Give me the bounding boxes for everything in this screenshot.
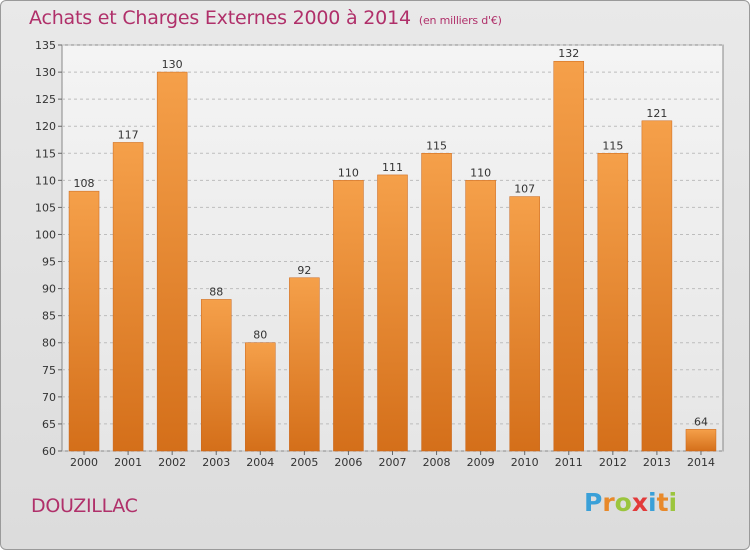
- y-tick-label: 80: [42, 337, 56, 350]
- bar-2006: [333, 180, 364, 452]
- x-tick-label: 2002: [158, 456, 186, 469]
- logo-letter: x: [631, 488, 648, 517]
- x-tick-label: 2000: [70, 456, 98, 469]
- bar-2001: [112, 142, 144, 452]
- x-tick-label: 2004: [246, 456, 274, 469]
- value-label: 130: [162, 58, 183, 71]
- value-label: 88: [209, 285, 223, 298]
- value-label: 64: [694, 415, 708, 428]
- y-tick-label: 130: [35, 66, 56, 79]
- y-tick-label: 75: [42, 364, 56, 377]
- x-tick-label: 2006: [334, 456, 362, 469]
- value-label: 107: [514, 183, 535, 196]
- x-tick-label: 2011: [555, 456, 583, 469]
- x-tick-label: 2008: [423, 456, 451, 469]
- x-tick-label: 2014: [687, 456, 715, 469]
- y-tick-label: 135: [35, 39, 56, 52]
- x-tick-label: 2012: [599, 456, 627, 469]
- value-label: 121: [646, 107, 667, 120]
- y-tick-label: 120: [35, 120, 56, 133]
- value-label: 115: [602, 139, 623, 152]
- y-tick-label: 110: [35, 174, 56, 187]
- logo-letter: o: [614, 488, 632, 517]
- value-label: 111: [382, 161, 403, 174]
- y-tick-label: 105: [35, 201, 56, 214]
- x-tick-label: 2007: [379, 456, 407, 469]
- y-tick-label: 65: [42, 418, 56, 431]
- proxiti-logo: Proxiti: [584, 488, 677, 517]
- logo-letter: t: [656, 488, 669, 517]
- y-tick-label: 115: [35, 147, 56, 160]
- chart-title-text: Achats et Charges Externes 2000 à 2014: [29, 7, 411, 29]
- y-tick-label: 85: [42, 310, 56, 323]
- y-tick-label: 100: [35, 228, 56, 241]
- x-axis-ticks: 2000 2001 2002 2003 2004 2005 2006 2007 2008 2009…: [70, 451, 715, 469]
- bar-2004: [245, 342, 276, 452]
- bar-2012: [597, 153, 629, 452]
- bar-2007: [377, 174, 408, 452]
- bar-2002: [156, 71, 188, 452]
- value-label: 108: [74, 177, 95, 190]
- value-label: 80: [253, 329, 267, 342]
- value-label: 110: [470, 166, 491, 179]
- commune-name: DOUZILLAC: [31, 495, 138, 517]
- y-tick-label: 125: [35, 93, 56, 106]
- y-tick-label: 60: [42, 445, 56, 458]
- x-tick-label: 2001: [114, 456, 142, 469]
- y-tick-label: 70: [42, 391, 56, 404]
- x-tick-label: 2013: [643, 456, 671, 469]
- bar-2009: [465, 180, 496, 452]
- value-label: 110: [338, 166, 359, 179]
- bar-2008: [421, 153, 452, 452]
- bars: 108 117 130 88 80 92 110 111 115 110 107 132 115 121 6…: [68, 47, 717, 452]
- y-tick-label: 95: [42, 256, 56, 269]
- bar-2014: [685, 429, 717, 452]
- x-tick-label: 2003: [202, 456, 230, 469]
- bar-2005: [289, 277, 320, 452]
- x-tick-label: 2005: [290, 456, 318, 469]
- bar-2013: [641, 120, 673, 452]
- x-tick-label: 2009: [467, 456, 495, 469]
- logo-letter: i: [648, 488, 657, 517]
- y-tick-label: 90: [42, 283, 56, 296]
- bar-2010: [509, 196, 540, 452]
- chart-title: Achats et Charges Externes 2000 à 2014 (e…: [29, 7, 502, 29]
- bar-2003: [200, 299, 232, 452]
- value-label: 132: [558, 47, 579, 60]
- logo-letter: r: [602, 488, 615, 517]
- logo-letter: P: [584, 488, 603, 517]
- bar-2000: [68, 190, 100, 452]
- x-tick-label: 2010: [511, 456, 539, 469]
- value-label: 115: [426, 139, 447, 152]
- value-label: 117: [118, 128, 139, 141]
- bar-2011: [553, 60, 585, 452]
- value-label: 92: [297, 264, 311, 277]
- logo-letter: i: [668, 488, 678, 517]
- chart-subtitle: (en milliers d'€): [418, 14, 502, 27]
- y-axis-ticks: 60 65 70 75 80 85 90 95 100 105 110 115 120 125 130 135: [35, 39, 62, 458]
